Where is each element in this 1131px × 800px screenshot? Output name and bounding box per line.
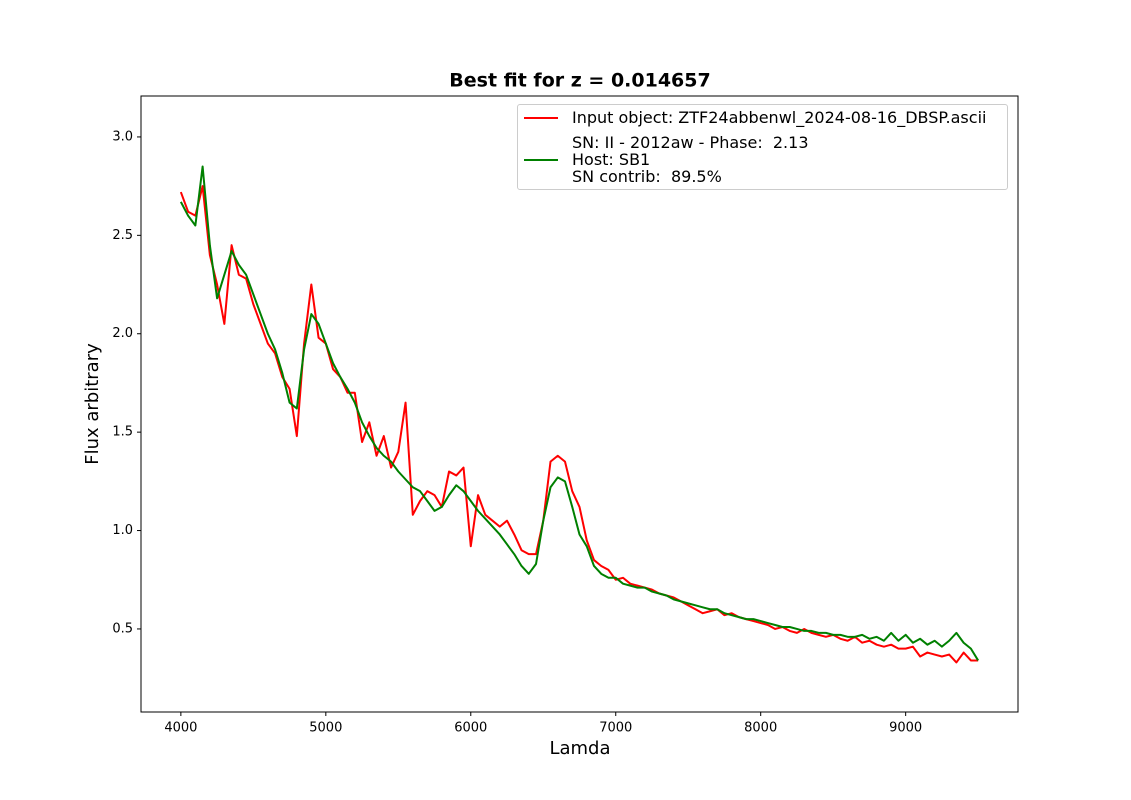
legend-label: SN: II - 2012aw - Phase: 2.13 Host: SB1 … [572,133,809,186]
x-tick-label: 8000 [744,721,777,736]
x-tick-label: 7000 [599,721,632,736]
legend-entry: Input object: ZTF24abbenwl_2024-08-16_DB… [518,109,986,126]
legend: Input object: ZTF24abbenwl_2024-08-16_DB… [517,104,1008,190]
x-tick-label: 5000 [309,721,342,736]
y-axis-label: Flux arbitrary [82,343,103,465]
chart-title: Best fit for z = 0.014657 [449,70,710,92]
series-line [179,165,979,661]
series-line [179,185,979,664]
x-tick-label: 6000 [454,721,487,736]
y-tick-label: 1.5 [112,425,133,440]
legend-swatch [524,158,558,161]
legend-entry: SN: II - 2012aw - Phase: 2.13 Host: SB1 … [518,134,809,185]
legend-swatch [524,116,558,119]
y-tick-label: 0.5 [112,621,133,636]
x-tick-label: 9000 [889,721,922,736]
legend-label: Input object: ZTF24abbenwl_2024-08-16_DB… [572,108,987,127]
x-tick-label: 4000 [164,721,197,736]
plot-frame [140,95,1019,713]
y-tick-label: 3.0 [112,129,133,144]
y-tick-label: 2.0 [112,326,133,341]
x-axis-label: Lamda [549,738,610,759]
y-tick-label: 2.5 [112,228,133,243]
y-tick-label: 1.0 [112,523,133,538]
